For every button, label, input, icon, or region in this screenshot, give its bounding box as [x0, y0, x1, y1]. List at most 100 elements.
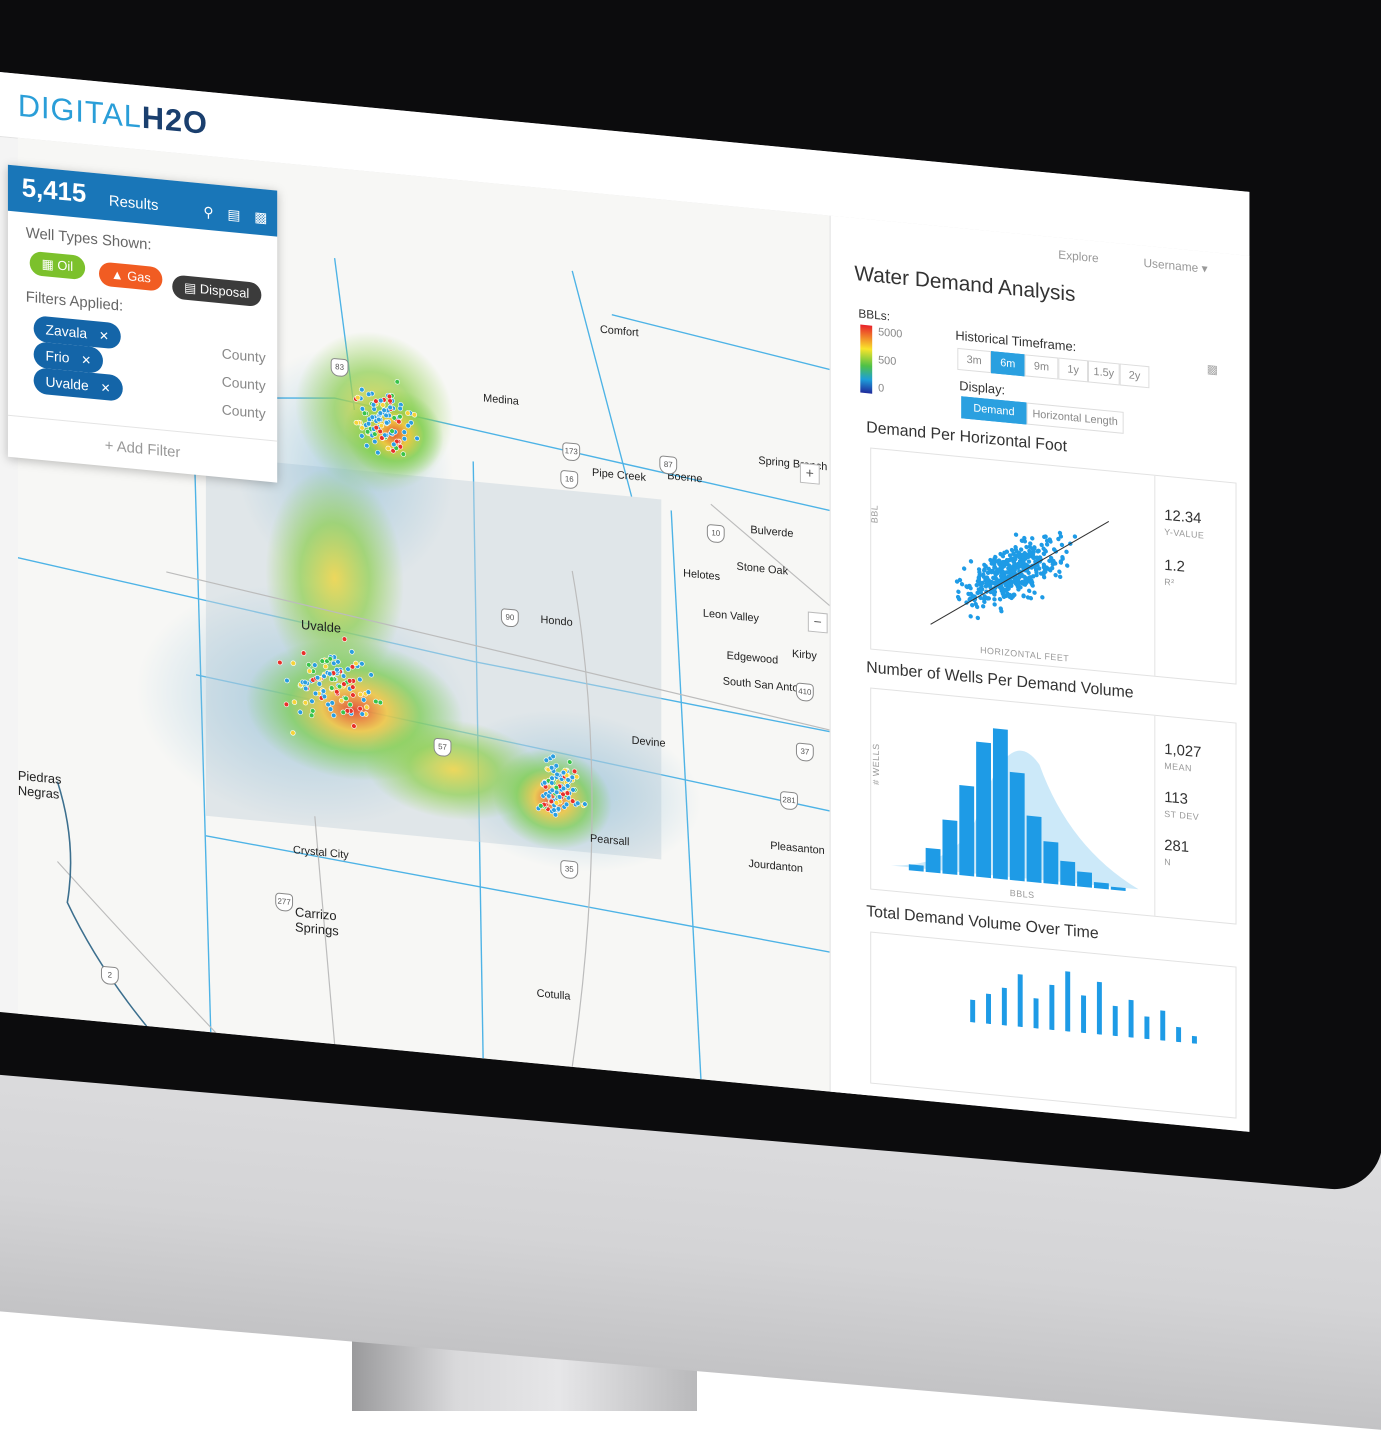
well-point [349, 649, 355, 655]
well-points[interactable] [277, 368, 588, 820]
well-point [349, 664, 356, 670]
well-point [401, 435, 408, 442]
scatter-point [974, 583, 979, 588]
timeframe-9m[interactable]: 9m [1024, 354, 1059, 380]
well-point [560, 769, 567, 776]
place-label: Carrizo Springs [295, 904, 339, 939]
scatter-point [1007, 553, 1013, 558]
nav-explore[interactable]: Explore [1058, 247, 1099, 266]
well-point [302, 699, 309, 706]
scatter-point [1019, 538, 1025, 543]
scatter-point [1028, 575, 1033, 580]
well-point [564, 790, 571, 796]
scatter-point [1003, 593, 1008, 599]
bar-chart-icon[interactable]: ▩ [1206, 361, 1219, 377]
well-point [344, 708, 351, 714]
zoom-out-button[interactable]: − [807, 611, 828, 634]
scatter-point [1058, 574, 1063, 580]
display-label: Display: [959, 378, 1006, 398]
highway-shield: 10 [706, 523, 725, 544]
timeframe-1y[interactable]: 1y [1058, 357, 1089, 383]
scatter-point [1021, 593, 1026, 598]
scatter-point [1019, 547, 1024, 552]
well-point [320, 688, 327, 694]
brand-logo[interactable]: DIGITALH2O [17, 87, 208, 141]
well-point [359, 711, 365, 717]
filter-chip[interactable]: Uvalde ✕ [33, 367, 123, 402]
well-point [357, 676, 363, 683]
scatter-point [1005, 582, 1011, 587]
well-type-disposal-chip[interactable]: ▤ Disposal [172, 274, 262, 308]
scatter-point [1000, 570, 1005, 575]
well-point [300, 650, 307, 656]
histogram-bar [1060, 860, 1076, 887]
well-point [361, 697, 367, 703]
histogram-bar [908, 864, 924, 872]
histogram-bar [1026, 815, 1042, 883]
nav-username[interactable]: Username ▾ [1143, 255, 1208, 276]
timeframe-1-5y[interactable]: 1.5y [1088, 360, 1120, 386]
scatter-point [964, 584, 969, 589]
stat-label: MEAN [1164, 760, 1192, 774]
scatter-point [997, 597, 1003, 602]
well-point [347, 701, 353, 708]
share-icon[interactable]: ⚲ [203, 203, 214, 221]
well-type-oil-chip[interactable]: ▦ Oil [29, 250, 85, 281]
scatter-point [993, 554, 998, 560]
stat-label: Y-VALUE [1164, 526, 1205, 541]
histogram-bar [1077, 871, 1092, 888]
timeline-chart[interactable] [870, 931, 1237, 1119]
well-point [377, 699, 384, 706]
well-point [552, 812, 559, 818]
well-point [571, 768, 578, 775]
display-demand[interactable]: Demand [961, 396, 1027, 425]
scatter-point [1044, 538, 1050, 543]
bar-chart-icon[interactable]: ▩ [254, 208, 268, 226]
well-point [391, 415, 397, 421]
well-point [353, 660, 359, 667]
zoom-in-button[interactable]: + [799, 462, 820, 485]
map-view[interactable]: Comfort Medina Pipe Creek Boerne Spring … [17, 137, 870, 1096]
stat-value: 281 [1164, 836, 1190, 857]
close-icon[interactable]: ✕ [99, 328, 109, 344]
timeframe-3m[interactable]: 3m [957, 347, 991, 374]
filters-label: Filters Applied: [25, 288, 124, 315]
close-icon[interactable]: ✕ [81, 352, 92, 368]
well-point [312, 662, 318, 668]
legend-value: 500 [878, 354, 897, 369]
filter-type-label: County [221, 345, 266, 366]
well-point [387, 404, 393, 411]
scatter-point [1048, 539, 1053, 544]
display-horizontal-length[interactable]: Horizontal Length [1026, 402, 1124, 434]
report-icon[interactable]: ▤ [227, 205, 241, 224]
close-icon[interactable]: ✕ [100, 380, 111, 396]
map-canvas[interactable] [17, 138, 870, 1096]
scatter-point [1057, 569, 1062, 574]
scatter-point [1044, 542, 1050, 547]
histogram-bar [976, 741, 991, 879]
histogram-chart[interactable]: BBLS # WELLS 1,027 MEAN 113 ST DEV 281 N [870, 687, 1237, 925]
well-point [538, 803, 544, 809]
timeline-bar [986, 993, 991, 1025]
well-point [327, 656, 333, 662]
scatter-point [1011, 557, 1016, 563]
y-axis-label: # WELLS [870, 742, 881, 786]
scatter-point [986, 566, 991, 571]
well-point [570, 798, 576, 804]
scatter-chart[interactable]: HORIZONTAL FEET BBL 12.34 Y-VALUE 1.2 R² [869, 447, 1237, 685]
timeframe-6m[interactable]: 6m [990, 351, 1025, 377]
well-point [321, 673, 327, 679]
scatter-point [1027, 548, 1032, 554]
timeframe-2y[interactable]: 2y [1119, 363, 1150, 389]
well-point [380, 402, 386, 408]
timeline-plot[interactable] [871, 933, 1227, 1047]
scatter-point [1017, 555, 1022, 560]
histogram-plot[interactable] [871, 689, 1158, 917]
well-type-gas-chip[interactable]: ▲ Gas [99, 261, 163, 292]
well-point [369, 414, 376, 420]
well-point [378, 397, 384, 404]
scatter-plot[interactable] [871, 449, 1158, 677]
scatter-point [1043, 549, 1048, 554]
legend-label: BBLs: [858, 306, 891, 324]
scatter-point [1026, 570, 1031, 576]
